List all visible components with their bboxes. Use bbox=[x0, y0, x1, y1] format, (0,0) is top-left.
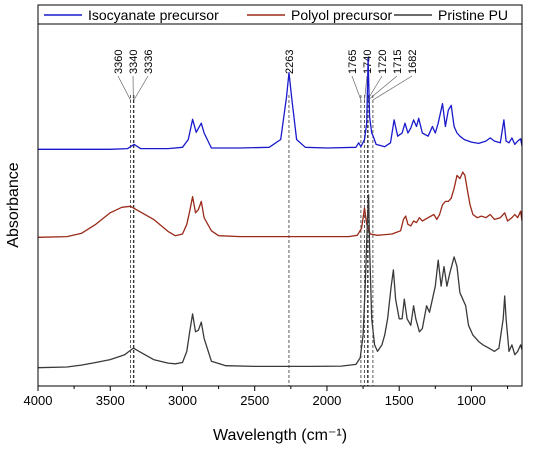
peak-label: 2263 bbox=[284, 50, 296, 74]
peak-leader-line bbox=[133, 75, 149, 101]
x-tick-label: 3500 bbox=[96, 393, 125, 408]
x-axis-title: Wavelength (cm⁻¹) bbox=[213, 427, 347, 444]
peak-label: 3340 bbox=[128, 50, 140, 74]
peak-leader-line bbox=[367, 75, 383, 101]
peak-label: 1765 bbox=[347, 50, 359, 74]
peak-label: 1715 bbox=[392, 50, 404, 74]
peak-leader-line bbox=[364, 75, 368, 101]
x-tick-label: 4000 bbox=[24, 393, 53, 408]
peak-label: 3336 bbox=[143, 50, 155, 74]
peak-label: 1720 bbox=[377, 50, 389, 74]
x-tick-label: 2500 bbox=[240, 393, 269, 408]
plot-frame bbox=[37, 4, 523, 387]
x-tick-label: 3000 bbox=[168, 393, 197, 408]
series-line-2 bbox=[38, 171, 522, 238]
peak-leader-line bbox=[117, 75, 131, 101]
series-line-3 bbox=[38, 194, 522, 369]
series-layer bbox=[38, 57, 522, 369]
peak-leader-line bbox=[372, 75, 413, 101]
legend-label: Polyol precursor bbox=[291, 7, 392, 23]
x-tick-label: 1500 bbox=[385, 393, 414, 408]
series-line-1 bbox=[38, 57, 522, 150]
x-tick-label: 1000 bbox=[457, 393, 486, 408]
legend-label: Isocyanate precursor bbox=[88, 7, 219, 23]
legend: Isocyanate precursor Polyol precursor Pris… bbox=[38, 7, 522, 25]
peak-label: 3360 bbox=[113, 50, 125, 74]
legend-label: Pristine PU bbox=[438, 7, 508, 23]
x-tick-label: 2000 bbox=[312, 393, 341, 408]
peak-leader-line bbox=[351, 75, 362, 101]
y-axis-title: Absorbance bbox=[5, 162, 22, 247]
x-axis-ticks: 4000 3500 3000 2500 2000 1500 1000 bbox=[24, 386, 509, 408]
peak-label: 1682 bbox=[407, 50, 419, 74]
